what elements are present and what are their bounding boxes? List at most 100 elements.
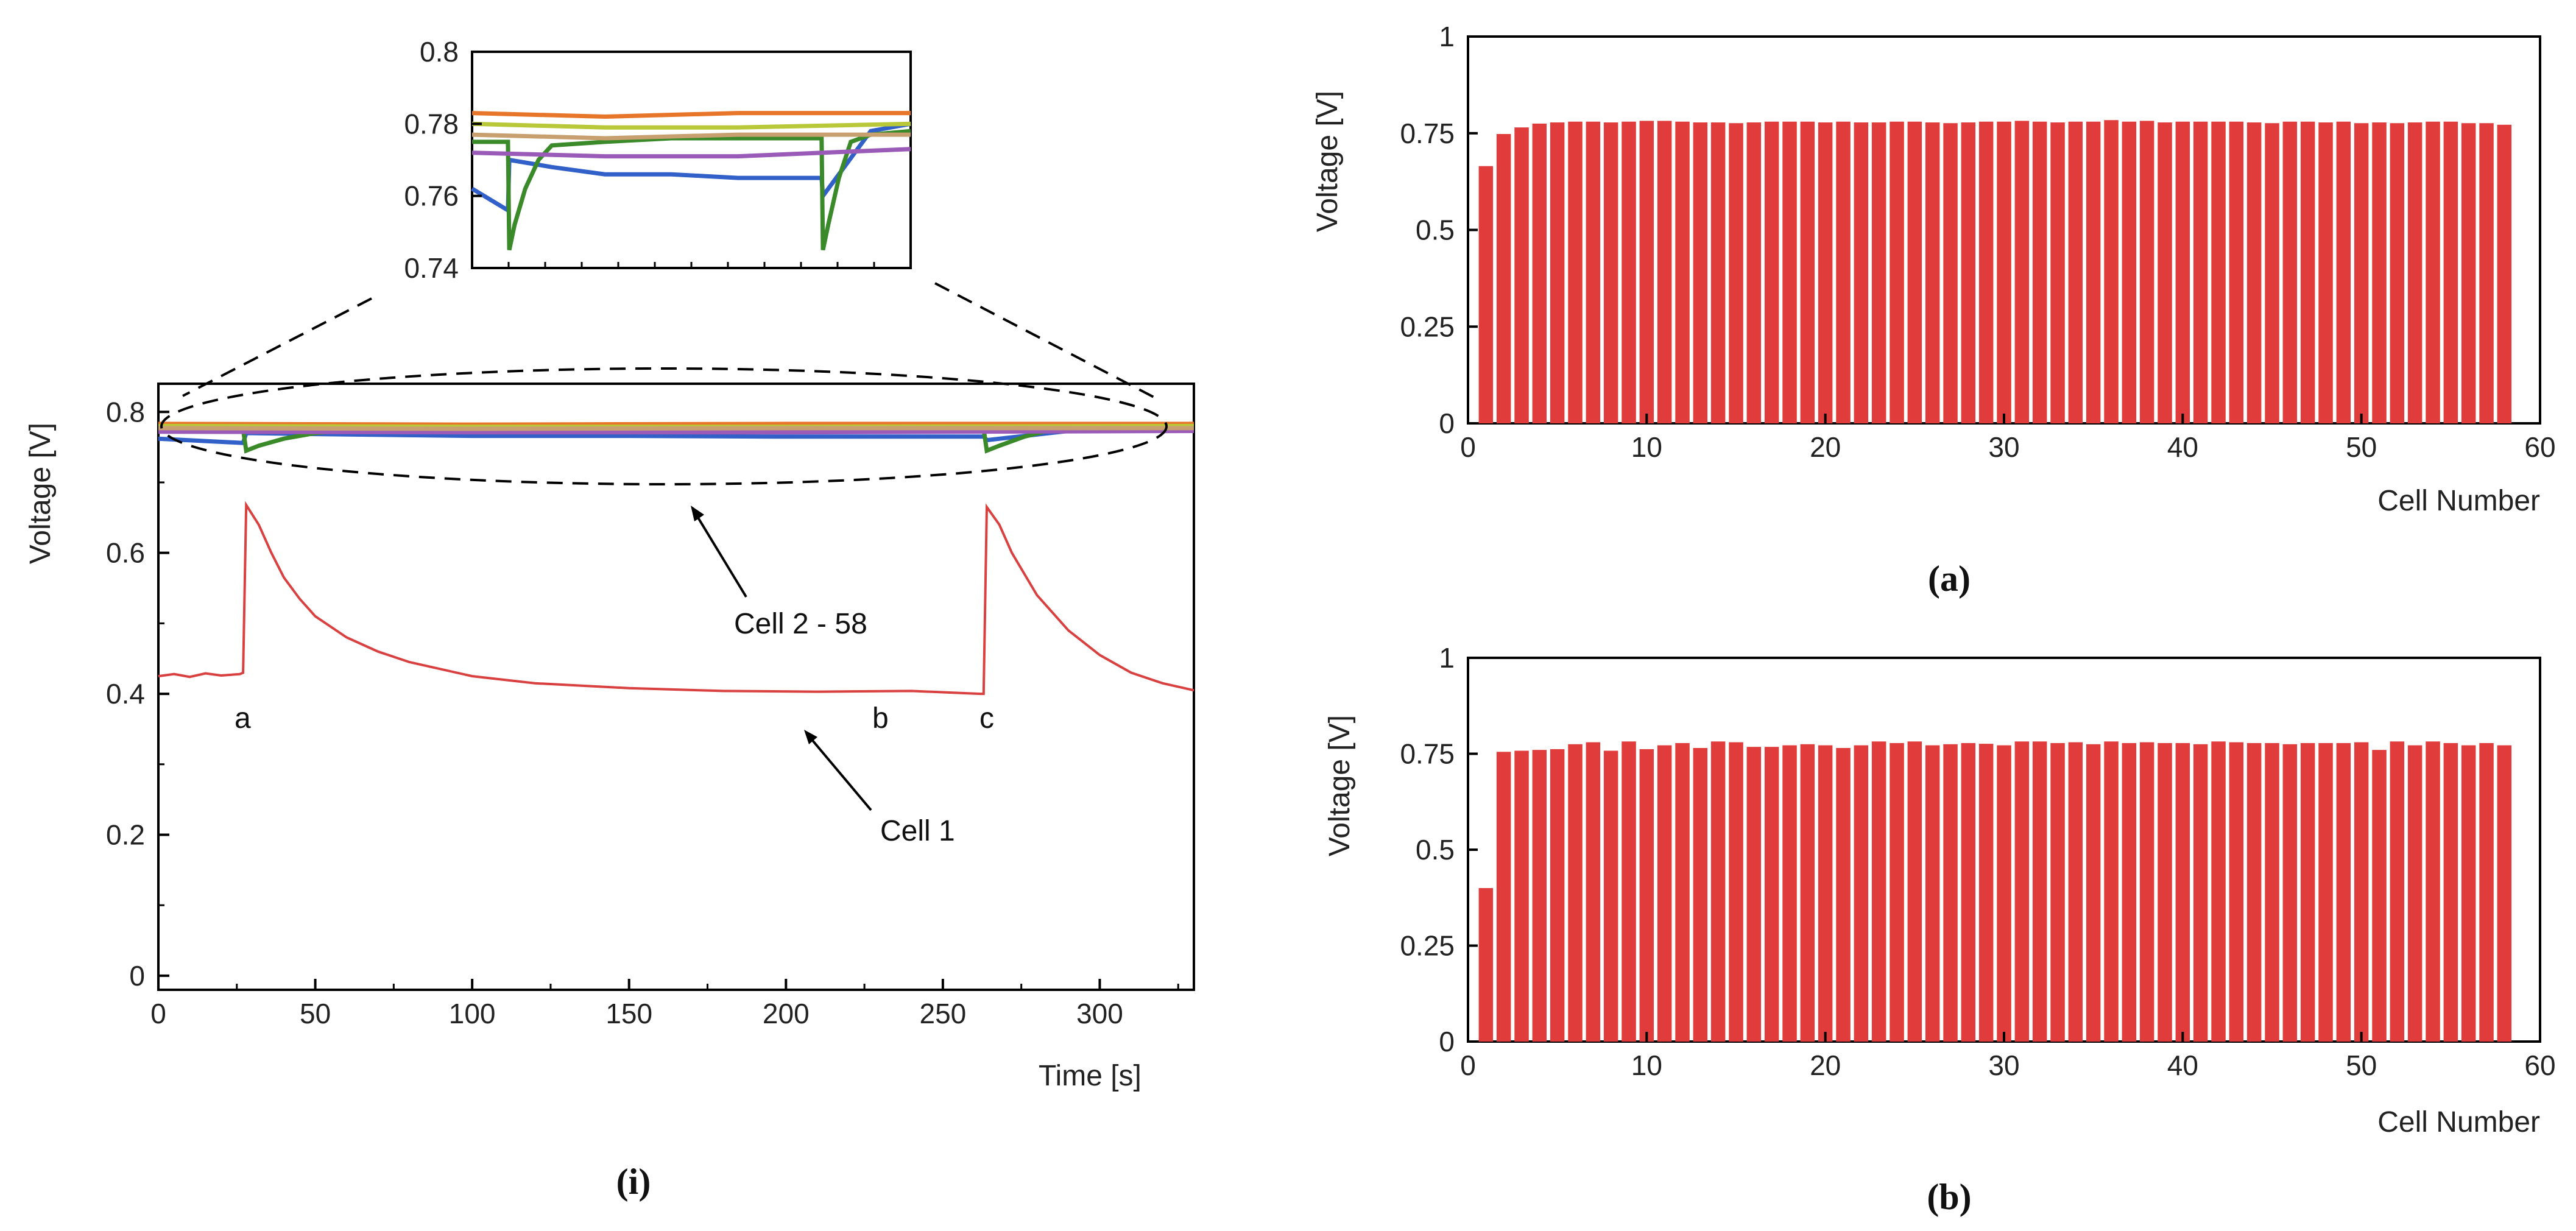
bar-a-bars-group (1478, 120, 2512, 424)
bar-a-x-tick-label: 60 (2524, 431, 2555, 463)
bar-b-cell-2 (1496, 752, 1511, 1042)
bar-b-cell-22 (1854, 745, 1869, 1042)
bar-a-x-tick-label: 10 (1631, 431, 1662, 463)
bar-a-cell-31 (2014, 121, 2030, 423)
inset-y-tick-label: 0.76 (404, 180, 459, 212)
bar-b-x-tick-label: 20 (1810, 1049, 1841, 1081)
annotation-cells-2-58: Cell 2 - 58 (734, 608, 867, 640)
bar-a-cell-11 (1657, 121, 1672, 423)
annotation-c: c (979, 702, 994, 735)
bar-b-cell-15 (1729, 742, 1743, 1042)
bar-b-x-tick-label: 60 (2524, 1049, 2555, 1081)
bar-a-x-tick-label: 20 (1810, 431, 1841, 463)
main-x-tick-label: 0 (150, 998, 166, 1029)
inset-series-line-5 (471, 147, 911, 159)
bar-a-cell-38 (2139, 121, 2154, 423)
main-y-tick-label: 0.2 (106, 819, 145, 850)
bar-a-y-tick-label: 1 (1439, 21, 1455, 52)
series-line-6 (158, 426, 1194, 431)
bar-a-cell-46 (2282, 121, 2298, 423)
bar-a-cell-10 (1639, 121, 1654, 423)
bar-a-cell-42 (2211, 121, 2226, 423)
bar-a-cell-14 (1710, 122, 1726, 423)
bar-a-x-tick-label: 50 (2346, 431, 2377, 463)
bar-b-cell-35 (2086, 744, 2101, 1042)
bar-a-cell-44 (2246, 122, 2262, 423)
bar-b-cell-19 (1800, 744, 1815, 1042)
bar-b-cell-43 (2229, 742, 2244, 1042)
inset-y-axis: 0.74 0.76 0.78 0.8 (404, 36, 875, 284)
annotation-a: a (235, 702, 251, 735)
bar-b-x-tick-label: 30 (1988, 1049, 2019, 1081)
main-x-axis-title: Time [s] (1039, 1060, 1142, 1092)
bar-a-cell-5 (1550, 122, 1565, 423)
inset-series-line-6 (471, 132, 911, 141)
bar-a-cell-12 (1675, 121, 1690, 423)
bar-a-cell-1 (1478, 166, 1494, 423)
bar-b-cell-18 (1782, 745, 1797, 1042)
bar-a-cell-23 (1871, 122, 1886, 423)
bar-b-cell-11 (1657, 745, 1672, 1042)
bar-a-cell-56 (2461, 123, 2476, 423)
bar-b-cell-20 (1818, 745, 1833, 1042)
bar-a-x-tick-label: 30 (1988, 431, 2019, 463)
bar-a-cell-37 (2122, 121, 2137, 423)
bar-a-cell-20 (1818, 122, 1833, 423)
bar-a-cell-26 (1925, 122, 1940, 423)
bar-a-cell-7 (1586, 121, 1601, 423)
bar-b-cell-4 (1532, 750, 1547, 1042)
bar-a-cell-9 (1621, 121, 1636, 423)
series-line-0 (158, 501, 1194, 696)
bar-b-cell-27 (1943, 744, 1958, 1042)
main-x-tick-label: 300 (1076, 998, 1123, 1029)
bar-a-cell-35 (2086, 121, 2101, 423)
panel-b-bar-chart: 0 10 20 30 40 50 60 0 0.25 0.5 0.75 1 Cell Number V… (1324, 642, 2556, 1217)
bar-b-x-tick-label: 40 (2167, 1049, 2198, 1081)
caption-i: (i) (616, 1162, 651, 1202)
bar-a-cell-58 (2497, 124, 2512, 424)
bar-a-cell-2 (1496, 134, 1511, 423)
bar-b-cell-10 (1639, 749, 1654, 1042)
bar-a-cell-43 (2229, 121, 2244, 423)
bar-a-cell-45 (2265, 123, 2279, 423)
bar-a-cell-47 (2300, 121, 2315, 423)
bar-b-cell-45 (2265, 742, 2279, 1042)
bar-b-cell-46 (2282, 744, 2298, 1042)
bar-a-cell-25 (1907, 121, 1922, 423)
caption-a: (a) (1928, 559, 1971, 599)
bar-a-cell-18 (1782, 121, 1797, 423)
bar-b-cell-51 (2372, 750, 2387, 1042)
bar-b-y-axis-title: Voltage [V] (1324, 715, 1356, 856)
annotation-b: b (872, 702, 889, 735)
main-x-tick-label: 100 (449, 998, 496, 1029)
bar-b-y-tick-label: 1 (1439, 642, 1455, 674)
bar-b-cell-25 (1907, 741, 1922, 1042)
bar-b-cell-6 (1568, 744, 1583, 1042)
bar-b-cell-41 (2193, 744, 2208, 1042)
inset-series-line-2 (472, 129, 911, 251)
bar-b-cell-57 (2479, 742, 2494, 1042)
bar-b-cell-31 (2014, 741, 2030, 1042)
bar-a-cell-27 (1943, 123, 1958, 423)
series-line-5 (158, 429, 1194, 435)
bar-b-cell-9 (1621, 741, 1636, 1042)
bar-a-cell-34 (2068, 121, 2083, 423)
bar-b-cell-13 (1693, 748, 1708, 1042)
inset-series-line-4 (471, 121, 911, 130)
bar-b-cell-21 (1836, 748, 1851, 1042)
bar-b-cell-36 (2104, 741, 2119, 1042)
bar-a-cell-39 (2158, 122, 2172, 423)
bar-b-cell-37 (2122, 742, 2137, 1042)
bar-b-cell-40 (2175, 742, 2190, 1042)
arrow-cell-1 (806, 733, 872, 811)
zoom-callout-line-left (182, 297, 372, 397)
bar-b-y-tick-label: 0.5 (1416, 834, 1455, 866)
bar-b-cell-8 (1603, 750, 1618, 1042)
bar-b-cell-38 (2139, 742, 2154, 1042)
arrow-cells-2-58-head (691, 506, 704, 521)
bar-b-x-tick-label: 50 (2346, 1049, 2377, 1081)
bar-b-cell-53 (2407, 745, 2422, 1042)
bar-a-cell-41 (2193, 121, 2208, 423)
bar-a-y-tick-label: 0.5 (1416, 214, 1455, 246)
